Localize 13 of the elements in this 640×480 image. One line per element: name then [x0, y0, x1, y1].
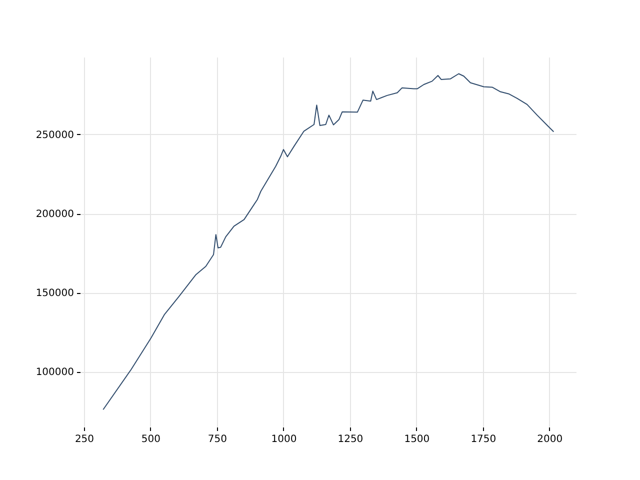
x-tick-label: 2000	[537, 434, 563, 445]
x-tick-label: 1750	[470, 434, 496, 445]
x-tick-label: 500	[141, 434, 161, 445]
y-tick-label: 100000	[36, 367, 74, 378]
x-tick-label: 750	[208, 434, 228, 445]
x-tick-label: 250	[74, 434, 94, 445]
x-tick-label: 1250	[338, 434, 364, 445]
x-tick-label: 1000	[271, 434, 297, 445]
y-tick-label: 150000	[36, 288, 74, 300]
y-tick-label: 250000	[36, 130, 74, 141]
line-series	[102, 73, 554, 410]
x-tick-label: 1500	[404, 434, 430, 445]
y-tick-label: 200000	[36, 209, 74, 220]
